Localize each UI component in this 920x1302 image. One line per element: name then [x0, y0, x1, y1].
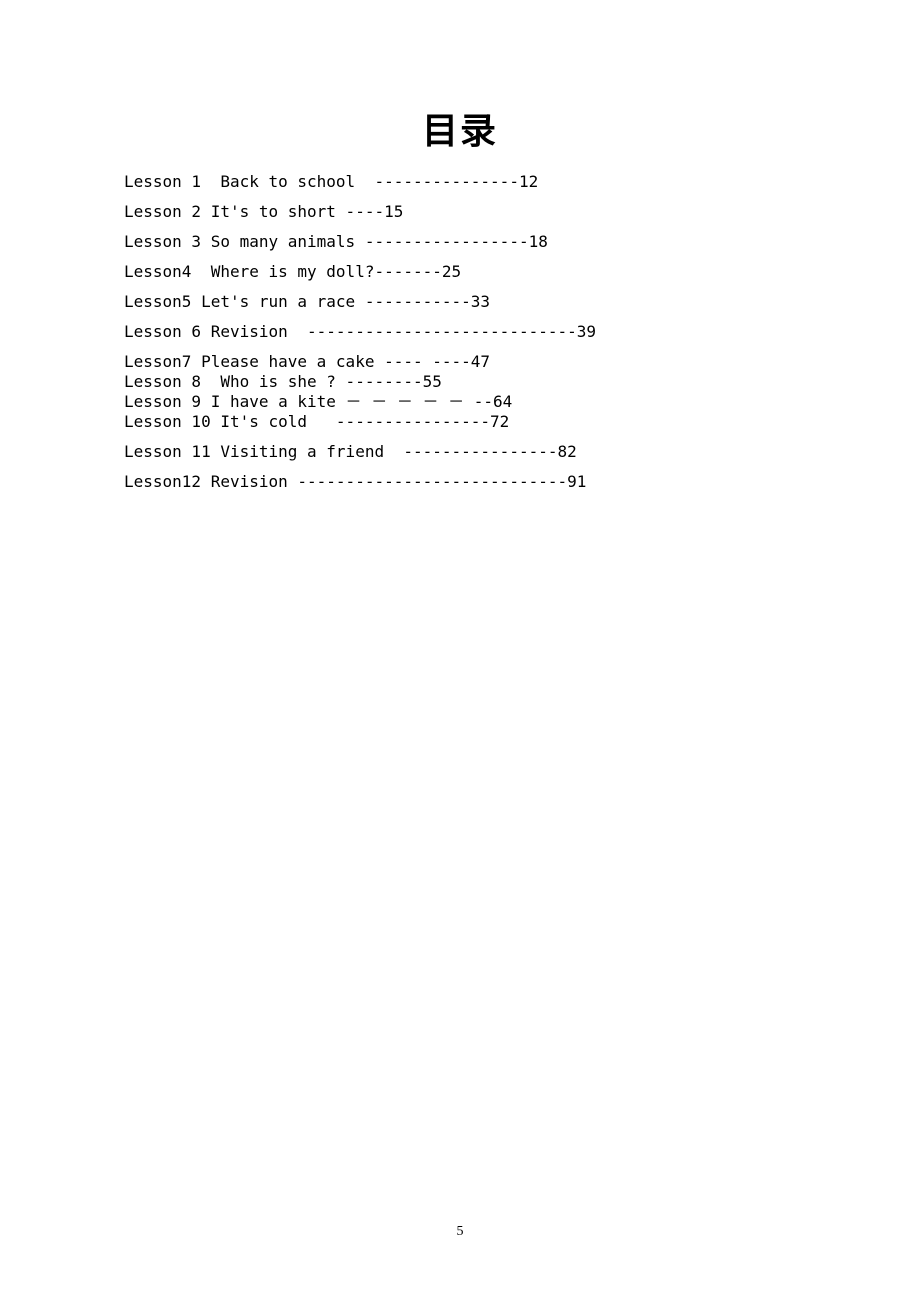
toc-entry: Lesson 9 I have a kite － － － － － --64: [124, 394, 796, 410]
toc-entry: Lesson 2 It's to short ----15: [124, 204, 796, 220]
document-page: 目录 Lesson 1 Back to school -------------…: [0, 0, 920, 1302]
toc-entry: Lesson 11 Visiting a friend ------------…: [124, 444, 796, 460]
page-number: 5: [0, 1224, 920, 1240]
toc-entry: Lesson 6 Revision ----------------------…: [124, 324, 796, 340]
toc-entry: Lesson 3 So many animals ---------------…: [124, 234, 796, 250]
page-title: 目录: [124, 102, 796, 154]
toc-entry: Lesson 1 Back to school ---------------1…: [124, 174, 796, 190]
toc-entry: Lesson12 Revision ----------------------…: [124, 474, 796, 490]
toc-entry: Lesson5 Let's run a race -----------33: [124, 294, 796, 310]
toc-entry: Lesson4 Where is my doll?-------25: [124, 264, 796, 280]
table-of-contents: Lesson 1 Back to school ---------------1…: [124, 174, 796, 490]
toc-entry: Lesson7 Please have a cake ---- ----47: [124, 354, 796, 370]
toc-entry: Lesson 8 Who is she ? --------55: [124, 374, 796, 390]
toc-entry: Lesson 10 It's cold ----------------72: [124, 414, 796, 430]
